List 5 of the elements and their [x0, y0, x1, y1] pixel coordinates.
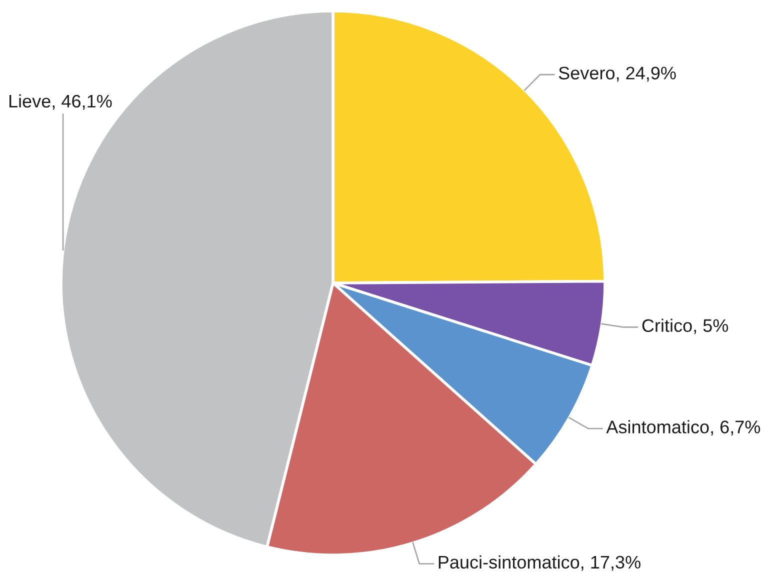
- slice-label: Asintomatico, 6,7%: [606, 420, 760, 436]
- slice-label: Severo, 24,9%: [558, 66, 676, 82]
- slice-label: Pauci-sintomatico, 17,3%: [438, 555, 640, 571]
- slice-label: Critico, 5%: [642, 318, 728, 334]
- slice-label: Lieve, 46,1%: [9, 94, 112, 110]
